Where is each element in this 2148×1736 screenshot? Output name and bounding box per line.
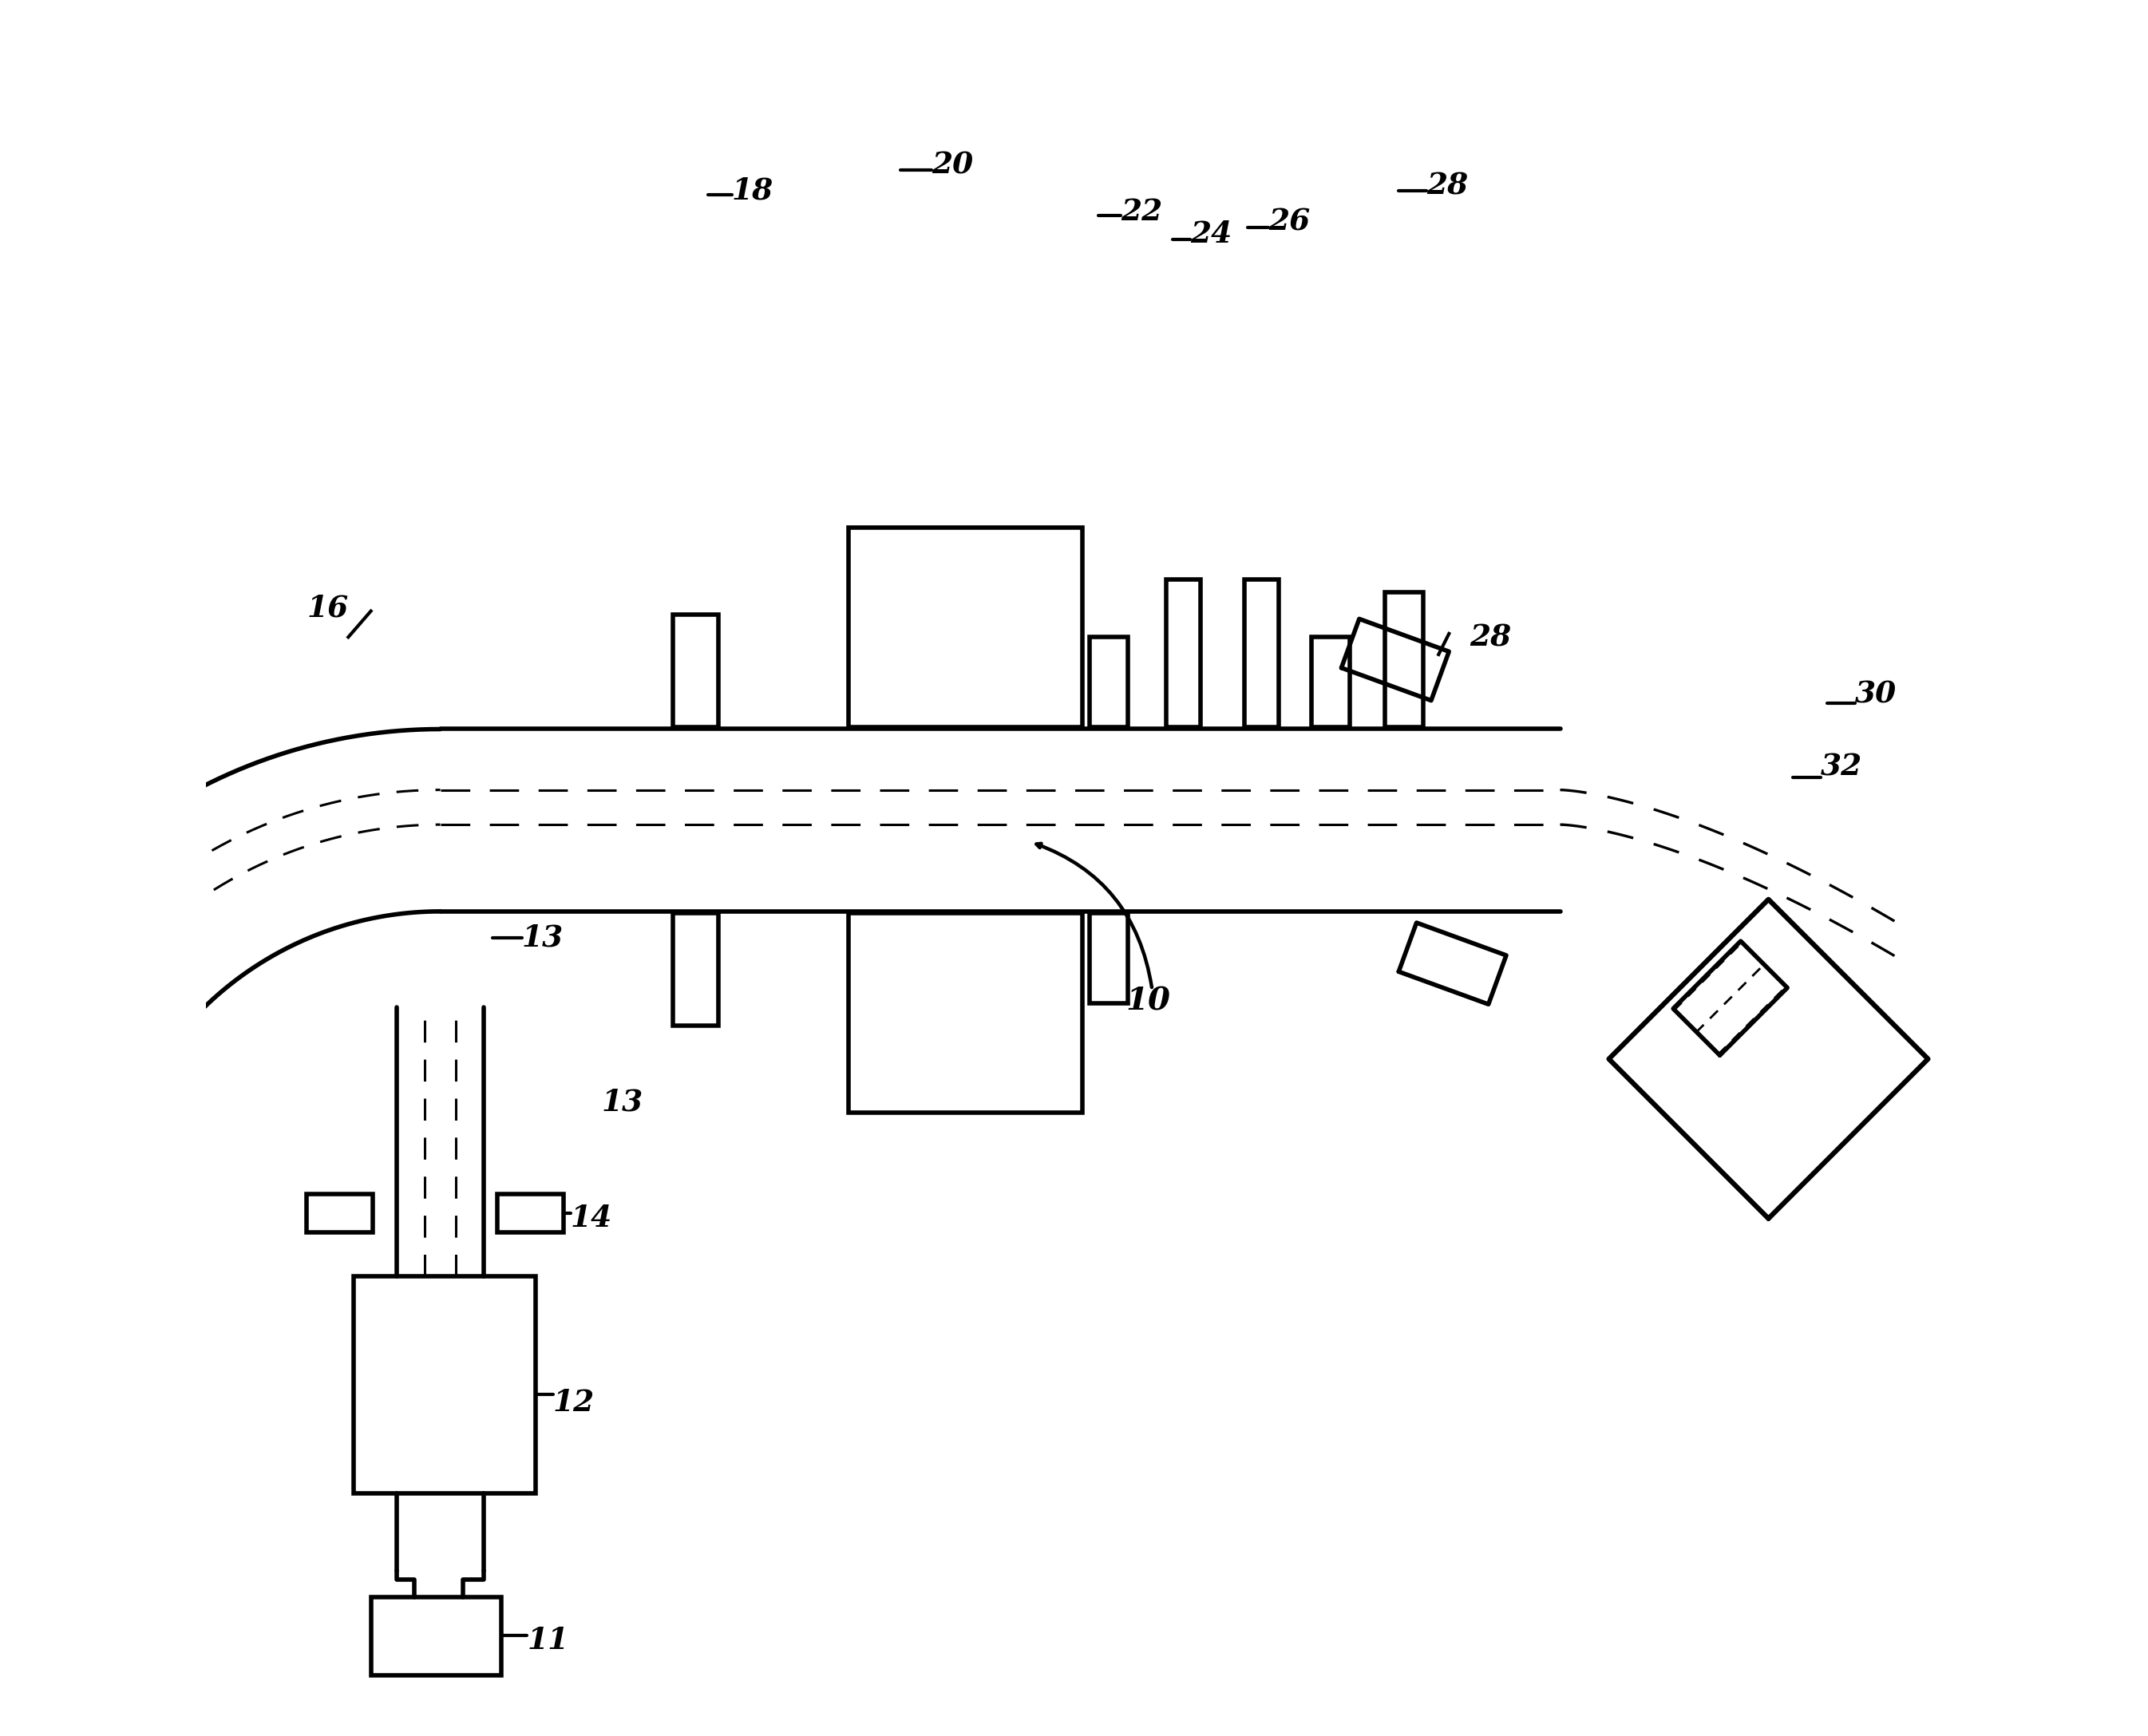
Text: 26: 26 bbox=[1269, 207, 1310, 238]
Text: 10: 10 bbox=[1126, 986, 1171, 1017]
Bar bbox=[1385, 592, 1422, 727]
Text: 24: 24 bbox=[1190, 219, 1233, 250]
Text: 13: 13 bbox=[601, 1088, 644, 1118]
Text: 16: 16 bbox=[307, 594, 348, 623]
Text: 18: 18 bbox=[732, 175, 773, 207]
Text: 30: 30 bbox=[1856, 679, 1897, 710]
Bar bbox=[1166, 580, 1201, 727]
Text: 20: 20 bbox=[932, 149, 973, 181]
Bar bbox=[372, 1597, 500, 1675]
Text: 11: 11 bbox=[526, 1625, 569, 1656]
Bar bbox=[1089, 637, 1128, 727]
Text: 12: 12 bbox=[554, 1387, 595, 1418]
Bar bbox=[307, 1194, 372, 1233]
Bar bbox=[1244, 580, 1278, 727]
Text: 32: 32 bbox=[1822, 752, 1862, 783]
Bar bbox=[672, 615, 717, 727]
Text: 13: 13 bbox=[522, 922, 563, 953]
Bar bbox=[672, 913, 717, 1026]
Text: 28: 28 bbox=[1426, 170, 1467, 201]
Text: 22: 22 bbox=[1121, 196, 1162, 227]
Text: 28: 28 bbox=[1469, 623, 1512, 653]
Text: 14: 14 bbox=[571, 1203, 612, 1234]
Bar bbox=[1089, 913, 1128, 1003]
Bar bbox=[848, 913, 1083, 1113]
Bar bbox=[354, 1276, 535, 1493]
Bar bbox=[1312, 637, 1351, 727]
Bar bbox=[498, 1194, 563, 1233]
Bar bbox=[848, 528, 1083, 727]
